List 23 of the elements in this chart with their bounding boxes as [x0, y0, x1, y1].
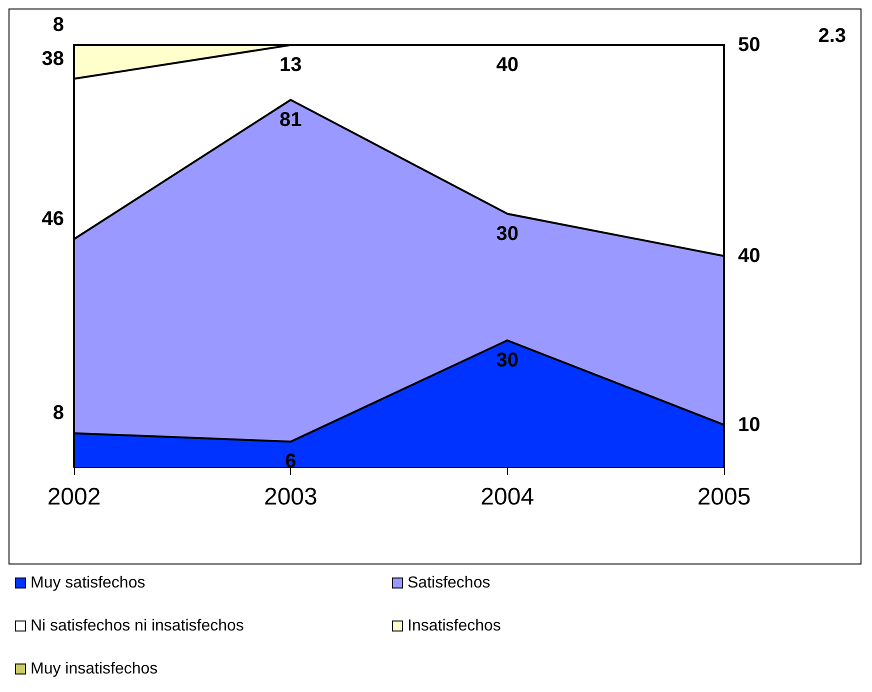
legend-label: Muy insatisfechos: [30, 660, 158, 678]
data-label: 30: [496, 349, 518, 372]
x-tick-label: 2004: [480, 484, 534, 510]
data-label: 8: [52, 14, 64, 36]
data-label: 50: [738, 34, 760, 56]
legend-label: Satisfechos: [408, 574, 490, 592]
legend-label: Muy satisfechos: [30, 574, 146, 592]
x-tick-label: 2003: [264, 484, 318, 510]
data-label: 8: [52, 402, 64, 424]
data-label: 13: [280, 54, 302, 76]
text: 2.3: [818, 25, 846, 47]
data-label: 46: [42, 208, 64, 230]
data-label: 81: [280, 108, 302, 131]
data-label: 40: [496, 54, 518, 76]
data-label: 40: [738, 245, 760, 267]
data-label: 6: [285, 450, 296, 473]
legend-label: Insatisfechos: [408, 618, 501, 634]
legend-label: Ni satisfechos ni insatisfechos: [30, 618, 244, 634]
data-label: 38: [42, 48, 64, 70]
x-tick-label: 2002: [47, 484, 101, 510]
data-label: 30: [496, 222, 518, 245]
x-tick-label: 2005: [697, 484, 751, 510]
data-label: 10: [738, 414, 760, 436]
